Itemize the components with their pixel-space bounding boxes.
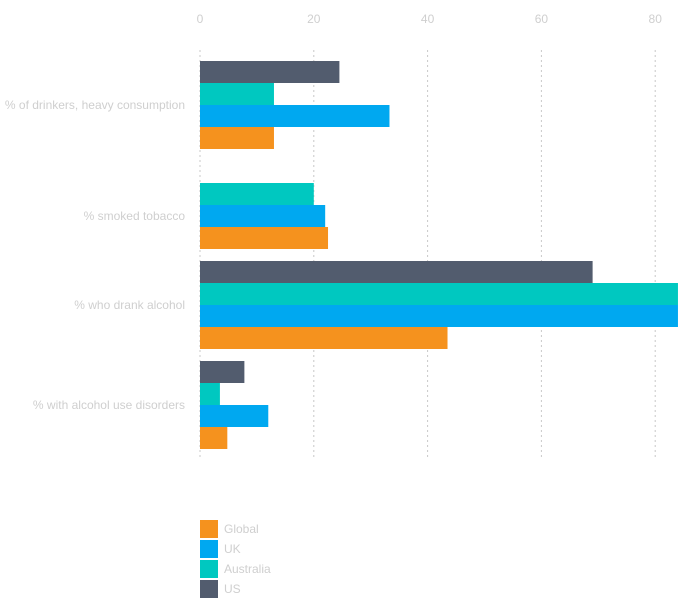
- legend-swatch: [200, 520, 218, 538]
- category-label: % with alcohol use disorders: [33, 398, 185, 412]
- bar-global-2[interactable]: [200, 327, 448, 349]
- legend-item-uk[interactable]: UK: [200, 539, 271, 559]
- legend-item-us[interactable]: US: [200, 579, 271, 599]
- legend-label: Global: [224, 522, 259, 536]
- bar-us-3[interactable]: [200, 361, 245, 383]
- legend-swatch: [200, 580, 218, 598]
- legend-label: UK: [224, 542, 241, 556]
- legend: Global UK Australia US: [200, 519, 271, 599]
- category-label: % smoked tobacco: [84, 209, 186, 223]
- x-tick-label: 60: [535, 12, 549, 26]
- x-tick-label: 0: [197, 12, 204, 26]
- legend-label: Australia: [224, 562, 271, 576]
- x-tick-label: 20: [307, 12, 321, 26]
- bar-global-0[interactable]: [200, 127, 274, 149]
- legend-swatch: [200, 540, 218, 558]
- bar-global-1[interactable]: [200, 227, 329, 249]
- bar-us-0[interactable]: [200, 61, 340, 83]
- bar-australia-0[interactable]: [200, 83, 274, 105]
- legend-item-global[interactable]: Global: [200, 519, 271, 539]
- bar-australia-1[interactable]: [200, 183, 314, 205]
- bar-australia-2[interactable]: [200, 283, 678, 305]
- x-tick-label: 80: [649, 12, 663, 26]
- legend-item-australia[interactable]: Australia: [200, 559, 271, 579]
- bar-uk-1[interactable]: [200, 205, 326, 227]
- legend-label: US: [224, 582, 241, 596]
- bar-uk-2[interactable]: [200, 305, 678, 327]
- bar-uk-3[interactable]: [200, 405, 269, 427]
- category-label: % of drinkers, heavy consumption: [5, 98, 185, 112]
- bar-global-3[interactable]: [200, 427, 228, 449]
- bar-uk-0[interactable]: [200, 105, 390, 127]
- category-label: % who drank alcohol: [74, 298, 185, 312]
- legend-swatch: [200, 560, 218, 578]
- x-tick-label: 40: [421, 12, 435, 26]
- bar-australia-3[interactable]: [200, 383, 220, 405]
- bar-us-2[interactable]: [200, 261, 593, 283]
